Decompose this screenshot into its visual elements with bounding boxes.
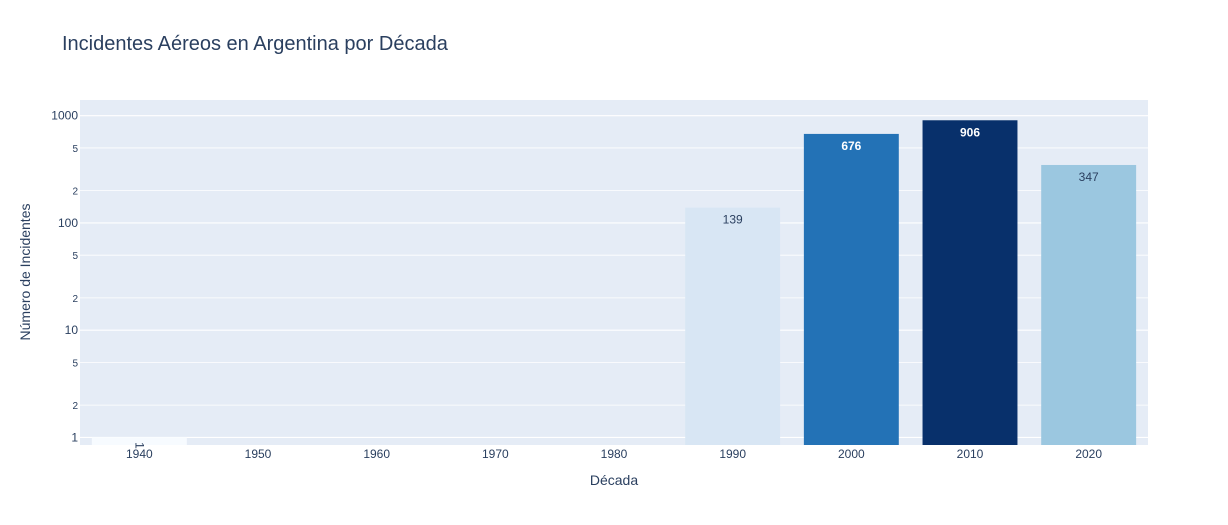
y-tick-label: 1000 bbox=[51, 109, 78, 123]
x-tick-label: 1960 bbox=[363, 447, 390, 461]
bars bbox=[91, 120, 1137, 446]
bar bbox=[922, 120, 1018, 446]
bar-data-label: 906 bbox=[960, 125, 980, 139]
y-tick-label: 100 bbox=[58, 216, 78, 230]
y-tick-label: 10 bbox=[65, 323, 79, 337]
x-tick-label: 1980 bbox=[601, 447, 628, 461]
y-axis-ticks: 2 5 2 5 2 5 1 10 100 1000 bbox=[51, 109, 78, 445]
x-axis-ticks: 1940 1950 1960 1970 1980 1990 2000 2010 2020 bbox=[126, 447, 1102, 461]
x-tick-label: 1990 bbox=[719, 447, 746, 461]
y-tick-label-minor: 2 bbox=[72, 294, 78, 305]
x-tick-label: 1970 bbox=[482, 447, 509, 461]
x-axis-title: Década bbox=[590, 472, 638, 488]
bar bbox=[91, 437, 187, 445]
x-tick-label: 2000 bbox=[838, 447, 865, 461]
bar-data-label: 347 bbox=[1079, 170, 1099, 184]
bar bbox=[803, 133, 899, 445]
y-axis-title: Número de Incidentes bbox=[17, 204, 33, 341]
x-tick-label: 1950 bbox=[245, 447, 272, 461]
bar-data-label: 1 bbox=[132, 442, 146, 449]
y-tick-label: 1 bbox=[71, 430, 78, 444]
bar-data-label: 676 bbox=[841, 139, 861, 153]
x-tick-label: 2010 bbox=[957, 447, 984, 461]
y-tick-label-minor: 5 bbox=[72, 144, 78, 155]
x-tick-label: 1940 bbox=[126, 447, 153, 461]
y-tick-label-minor: 2 bbox=[72, 401, 78, 412]
chart-title: Incidentes Aéreos en Argentina por Décad… bbox=[62, 33, 449, 55]
y-tick-label-minor: 5 bbox=[72, 358, 78, 369]
bar-labels: 1 139 676 906 347 bbox=[132, 125, 1099, 449]
bar bbox=[1041, 164, 1137, 445]
bar-data-label: 139 bbox=[723, 213, 743, 227]
y-tick-label-minor: 5 bbox=[72, 251, 78, 262]
y-tick-label-minor: 2 bbox=[72, 187, 78, 198]
x-tick-label: 2020 bbox=[1075, 447, 1102, 461]
bar bbox=[685, 207, 781, 445]
